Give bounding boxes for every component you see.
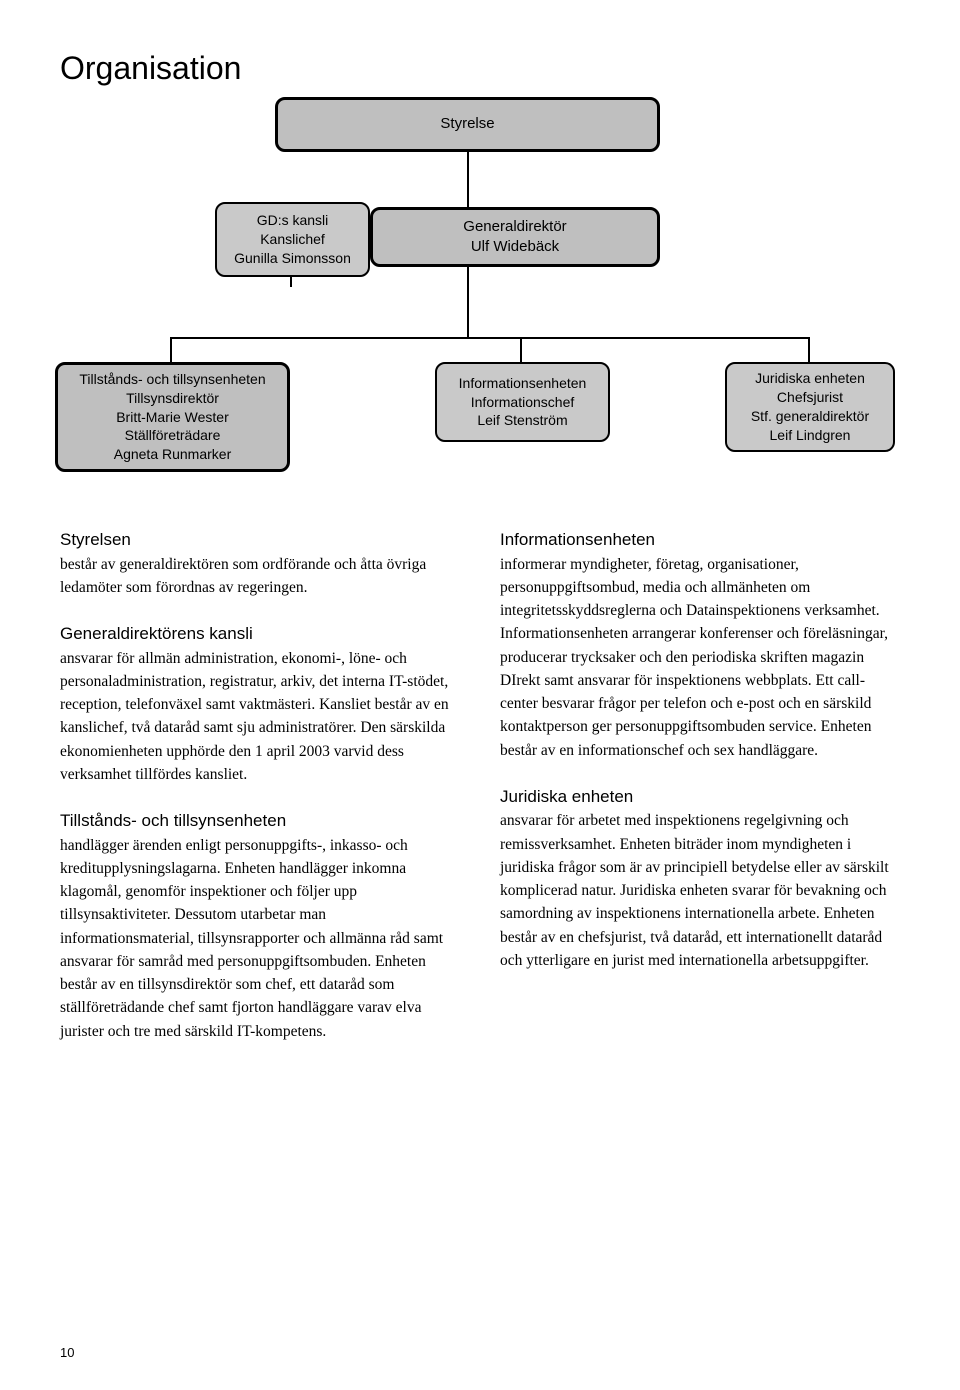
org-node-kansli: GD:s kansli Kanslichef Gunilla Simonsson	[215, 202, 370, 277]
node-line: Leif Lindgren	[735, 426, 885, 445]
section-heading: Juridiska enheten	[500, 784, 900, 810]
node-line: Informationsenheten	[445, 374, 600, 393]
node-line: Leif Stenström	[445, 411, 600, 430]
page-number: 10	[60, 1345, 74, 1360]
node-line: Tillstånds- och tillsynsenheten	[66, 370, 279, 389]
connector-line	[170, 337, 810, 339]
node-line: Tillsynsdirektör	[66, 389, 279, 408]
section-heading: Tillstånds- och tillsynsenheten	[60, 808, 460, 834]
node-line: Chefsjurist	[735, 388, 885, 407]
section-body: informerar myndigheter, företag, organis…	[500, 553, 900, 762]
node-line: Agneta Runmarker	[66, 445, 279, 464]
section-heading: Informationsenheten	[500, 527, 900, 553]
right-column: Informationsenheten informerar myndighet…	[500, 527, 900, 1047]
section-body: ansvarar för arbetet med inspektionens r…	[500, 809, 900, 972]
section-body: består av generaldirektören som ordföran…	[60, 553, 460, 600]
connector-line	[467, 267, 469, 337]
org-node-info: Informationsenheten Informationschef Lei…	[435, 362, 610, 442]
org-node-tillsyn: Tillstånds- och tillsynsenheten Tillsyns…	[55, 362, 290, 472]
connector-line	[467, 152, 469, 207]
connector-line	[520, 337, 522, 362]
org-chart: Styrelse GD:s kansli Kanslichef Gunilla …	[60, 97, 900, 477]
node-line: Generaldirektör	[381, 217, 649, 237]
node-line: Stf. generaldirektör	[735, 407, 885, 426]
node-line: GD:s kansli	[225, 211, 360, 230]
connector-line	[170, 337, 172, 362]
section-heading: Styrelsen	[60, 527, 460, 553]
node-line: Gunilla Simonsson	[225, 249, 360, 268]
section-body: ansvarar för allmän administration, ekon…	[60, 647, 460, 787]
connector-line	[808, 337, 810, 362]
node-line: Ställföreträdare	[66, 426, 279, 445]
org-node-styrelse: Styrelse	[275, 97, 660, 152]
org-node-juridik: Juridiska enheten Chefsjurist Stf. gener…	[725, 362, 895, 452]
section-heading: Generaldirektörens kansli	[60, 621, 460, 647]
node-line: Juridiska enheten	[735, 369, 885, 388]
body-columns: Styrelsen består av generaldirektören so…	[60, 527, 900, 1047]
section-body: handlägger ärenden enligt personuppgifts…	[60, 834, 460, 1043]
node-line: Ulf Widebäck	[381, 237, 649, 257]
node-line: Kanslichef	[225, 230, 360, 249]
node-label: Styrelse	[286, 114, 649, 134]
org-node-gd: Generaldirektör Ulf Widebäck	[370, 207, 660, 267]
page-title: Organisation	[60, 50, 900, 87]
node-line: Informationschef	[445, 393, 600, 412]
left-column: Styrelsen består av generaldirektören so…	[60, 527, 460, 1047]
node-line: Britt-Marie Wester	[66, 408, 279, 427]
